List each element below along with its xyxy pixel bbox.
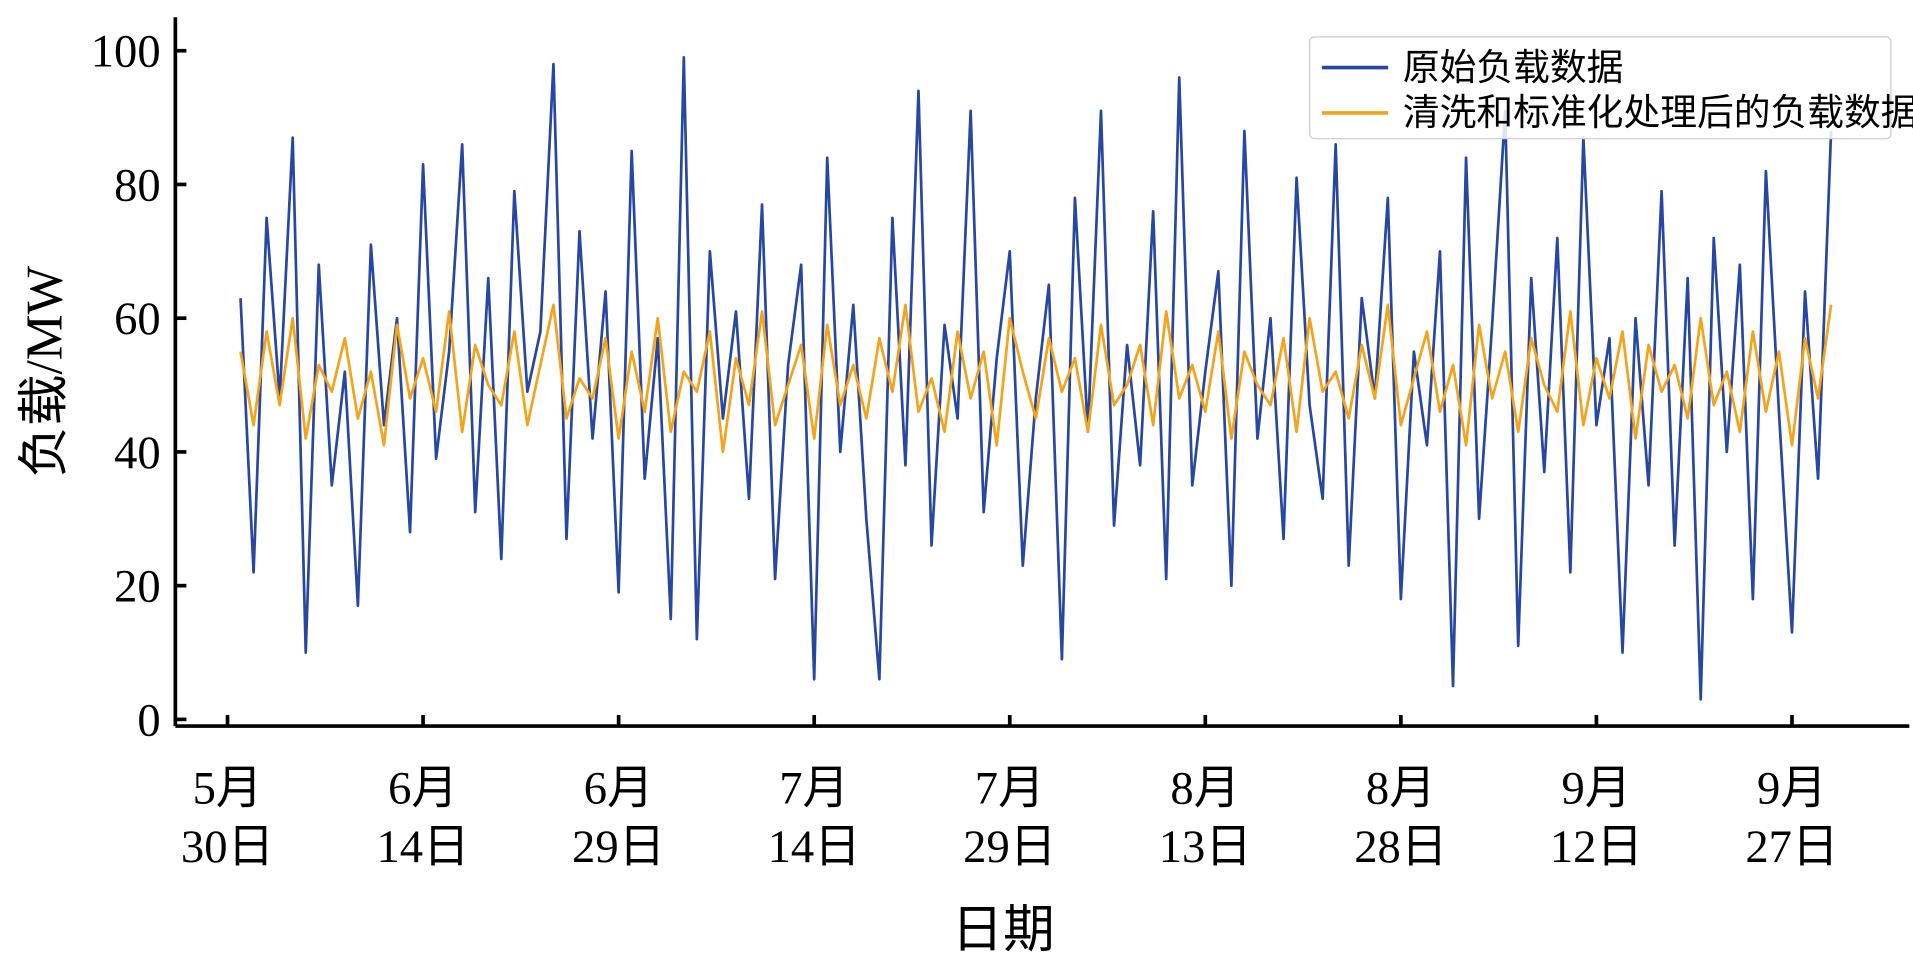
x-tick-label: 9月 12日 [1550,762,1643,873]
x-tick-label: 6月 29日 [572,762,665,873]
y-tick-label: 40 [114,427,161,479]
y-tick-label: 80 [114,159,161,211]
x-tick-label: 5月 30日 [181,762,274,873]
y-tick-label: 0 [137,694,160,746]
data-line [239,303,1833,454]
legend-box [1309,36,1892,140]
x-tick-label: 9月 27日 [1745,762,1838,873]
legend-label: 原始负载数据 [1403,47,1624,88]
x-tick-label: 7月 29日 [963,762,1056,873]
y-tick-label: 100 [91,26,161,78]
x-axis-title: 日期 [952,902,1055,959]
x-tick-label: 6月 14日 [376,762,469,873]
y-axis-title: 负载/MW [16,265,73,477]
data-line [239,56,1833,701]
legend-label: 清洗和标准化处理后的负载数据 [1403,92,1913,133]
plot-area [239,56,1833,701]
x-tick-label: 7月 14日 [768,762,861,873]
y-tick-label: 60 [114,293,161,345]
x-tick-label: 8月 28日 [1354,762,1447,873]
x-tick-label: 8月 13日 [1159,762,1252,873]
y-tick-label: 20 [114,561,161,613]
